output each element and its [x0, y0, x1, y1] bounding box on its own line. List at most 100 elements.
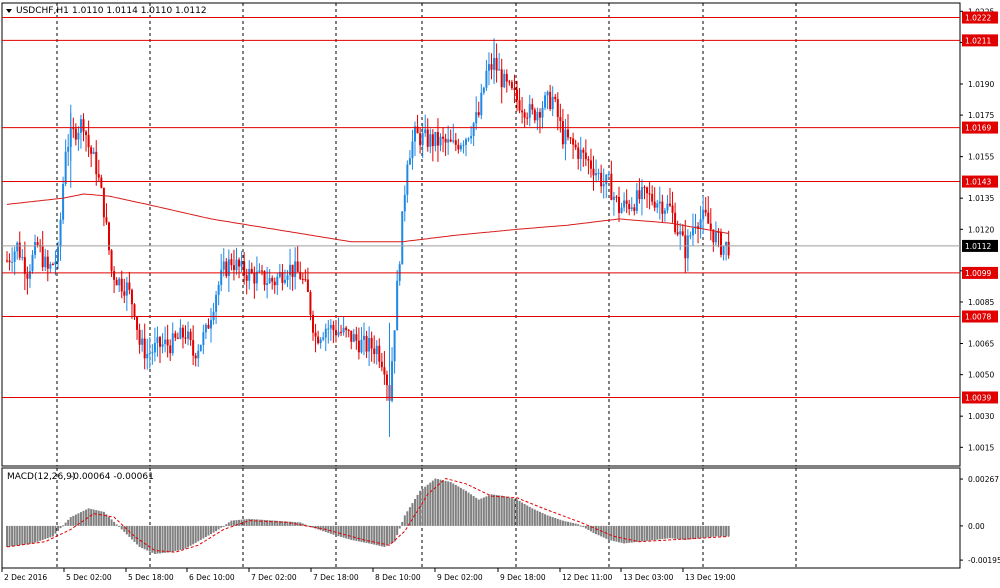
macd-bar [493, 494, 496, 526]
candle-body [426, 129, 429, 147]
candle-body [533, 109, 536, 121]
macd-bar [141, 525, 144, 549]
macd-bar [90, 508, 93, 526]
candle-body [171, 333, 174, 354]
y-tick-label: 1.0175 [968, 111, 994, 120]
macd-bar [123, 525, 126, 532]
macd-bar [421, 488, 424, 526]
candle-body [28, 271, 31, 279]
candle-body [217, 284, 220, 295]
macd-bar [663, 525, 666, 539]
candle-body [477, 112, 480, 116]
candle-body [110, 250, 113, 272]
macd-bar [6, 525, 8, 547]
candle-body [95, 151, 98, 175]
candle-body [357, 340, 360, 353]
macd-bar [653, 525, 656, 540]
macd-bar [215, 525, 218, 532]
macd-bar [59, 525, 62, 529]
macd-bar [159, 525, 161, 554]
candle-body [495, 57, 498, 71]
macd-bar [342, 525, 345, 538]
candle-body [429, 134, 432, 147]
candle-body [462, 144, 465, 146]
candle-body [210, 320, 212, 329]
candle-body [421, 133, 424, 146]
macd-signal-line [6, 477, 729, 553]
y-tick-label: 1.0135 [968, 194, 994, 203]
macd-bar [569, 522, 572, 526]
macd-bar [108, 516, 110, 526]
macd-bar [725, 525, 728, 537]
macd-bar [482, 497, 485, 526]
macd-bar [156, 525, 159, 554]
candle-body [508, 81, 511, 83]
macd-bar [100, 511, 103, 526]
macd-bar [684, 525, 687, 540]
macd-bar [426, 484, 429, 526]
candle-body [202, 332, 205, 345]
macd-bar [727, 525, 730, 537]
candle-body [572, 138, 575, 145]
candle-body [125, 282, 128, 296]
macd-bar [210, 525, 212, 535]
candle-body [370, 337, 373, 349]
macd-bar [406, 511, 409, 526]
macd-bar [245, 519, 248, 526]
macd-bar [322, 525, 325, 532]
candle-body [391, 361, 394, 401]
macd-bar [271, 520, 274, 526]
symbol-dropdown-icon[interactable] [6, 9, 12, 13]
macd-bar [23, 525, 26, 545]
macd-bar [306, 525, 309, 527]
macd-bar [439, 479, 442, 526]
macd-bar [442, 480, 445, 526]
candle-body [207, 324, 210, 329]
macd-bar [225, 524, 228, 526]
macd-bar [301, 523, 304, 526]
macd-bar [202, 525, 205, 539]
macd-bar [651, 525, 654, 541]
x-tick-label: 7 Dec 18:00 [313, 573, 359, 582]
macd-bar [340, 525, 343, 537]
candle-body [153, 342, 156, 353]
candle-body [72, 128, 75, 130]
macd-bar [709, 525, 712, 538]
candle-body [536, 112, 539, 121]
candle-body [378, 345, 381, 362]
macd-bar [577, 524, 580, 526]
macd-bar [115, 524, 118, 526]
macd-values-label: -0.00064 -0.00061 [70, 472, 154, 482]
candle-body [475, 112, 478, 124]
macd-bar [722, 525, 725, 537]
macd-bar [559, 519, 562, 526]
candle-body [312, 314, 314, 333]
macd-bar [357, 525, 360, 542]
price-panel: 1.02251.02101.01901.01751.01551.01351.01… [1, 2, 998, 467]
candle-body [148, 353, 151, 355]
macd-bar [373, 525, 376, 545]
macd-bar [541, 513, 544, 526]
macd-bar [179, 525, 182, 550]
candle-body [623, 200, 626, 208]
candle-body [212, 311, 215, 321]
candle-body [258, 270, 261, 272]
candle-body [352, 334, 355, 342]
macd-bar [291, 521, 294, 526]
macd-bar [582, 525, 585, 528]
candle-body [457, 144, 460, 150]
candle-body [46, 256, 49, 269]
candle-body [541, 107, 544, 118]
candle-body [648, 193, 651, 195]
macd-bar [500, 495, 503, 526]
macd-bar [419, 490, 422, 526]
candle-body [44, 256, 47, 268]
macd-bar [130, 525, 133, 540]
candle-body [373, 348, 376, 355]
macd-bar [717, 525, 720, 537]
macd-bar [378, 525, 381, 546]
macd-bar [166, 525, 169, 553]
macd-bar [620, 525, 623, 543]
macd-bar [46, 525, 49, 539]
candle-body [569, 137, 572, 139]
